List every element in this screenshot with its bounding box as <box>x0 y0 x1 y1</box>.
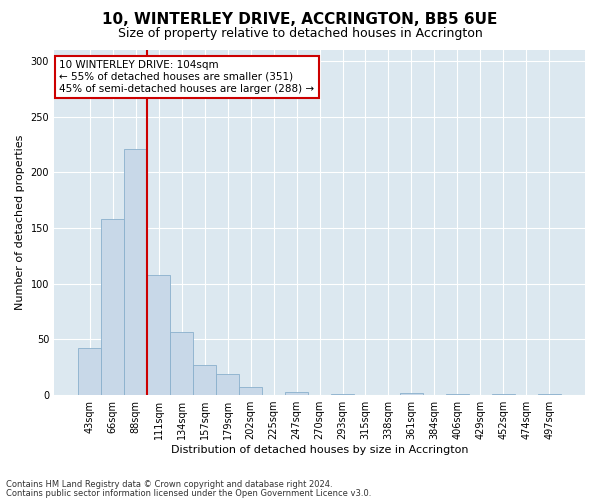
Bar <box>101 219 124 395</box>
Bar <box>78 348 101 395</box>
Bar <box>147 275 170 395</box>
Bar <box>331 394 354 395</box>
Bar <box>170 332 193 395</box>
Bar <box>216 374 239 395</box>
Text: Contains HM Land Registry data © Crown copyright and database right 2024.: Contains HM Land Registry data © Crown c… <box>6 480 332 489</box>
Bar <box>124 149 147 395</box>
Text: 10 WINTERLEY DRIVE: 104sqm
← 55% of detached houses are smaller (351)
45% of sem: 10 WINTERLEY DRIVE: 104sqm ← 55% of deta… <box>59 60 314 94</box>
X-axis label: Distribution of detached houses by size in Accrington: Distribution of detached houses by size … <box>171 445 468 455</box>
Text: Contains public sector information licensed under the Open Government Licence v3: Contains public sector information licen… <box>6 488 371 498</box>
Bar <box>285 392 308 395</box>
Bar <box>239 388 262 395</box>
Y-axis label: Number of detached properties: Number of detached properties <box>15 135 25 310</box>
Text: Size of property relative to detached houses in Accrington: Size of property relative to detached ho… <box>118 28 482 40</box>
Bar <box>400 393 423 395</box>
Bar <box>492 394 515 395</box>
Text: 10, WINTERLEY DRIVE, ACCRINGTON, BB5 6UE: 10, WINTERLEY DRIVE, ACCRINGTON, BB5 6UE <box>103 12 497 28</box>
Bar <box>538 394 561 395</box>
Bar <box>193 365 216 395</box>
Bar <box>446 394 469 395</box>
